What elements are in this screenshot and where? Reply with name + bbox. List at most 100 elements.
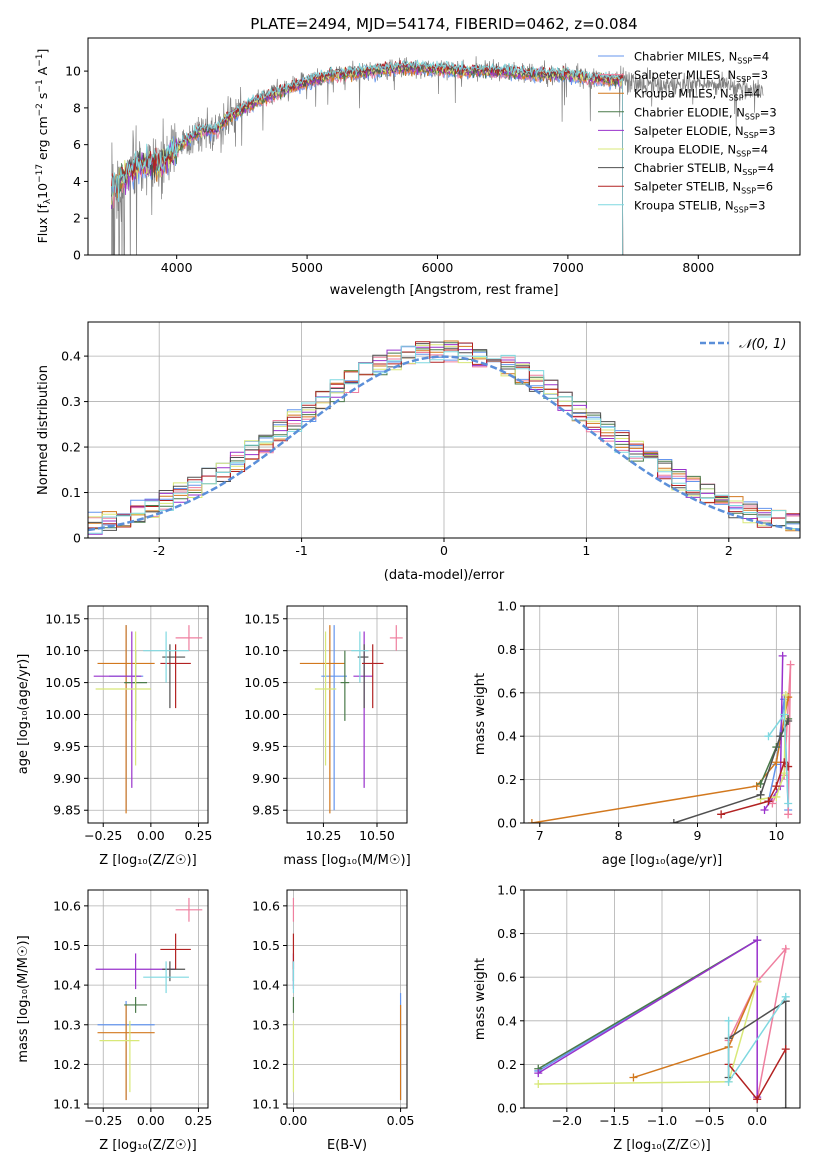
legend-label: Chabrier STELIB, NSSP=4	[634, 161, 774, 177]
weight-z-xlabel: Z [log₁₀(Z/Z☉)]	[613, 1138, 710, 1153]
weight-marker	[772, 758, 781, 767]
weight-marker	[764, 732, 773, 741]
weight-marker	[780, 710, 789, 719]
model-spectrum-line	[111, 63, 624, 255]
model-spectrum-line	[111, 63, 624, 255]
model-spectrum-line	[111, 59, 624, 255]
weight-z-axes-frame	[523, 889, 801, 1109]
weight-marker	[772, 782, 781, 791]
weight-marker	[756, 779, 765, 788]
weight-marker	[784, 717, 793, 726]
y-tick-label: 1.0	[497, 883, 517, 898]
weight-marker	[784, 810, 793, 819]
x-tick-label: −0.25	[84, 828, 122, 843]
weight-series-line	[538, 981, 758, 1085]
spectrum-xlabel: wavelength [Angstrom, rest frame]	[330, 283, 559, 298]
weight-marker	[760, 805, 769, 814]
model-spectrum-line	[111, 64, 624, 255]
residuals-ylabel: Normed distribution	[36, 365, 51, 495]
x-tick-label: 0.25	[185, 1113, 213, 1128]
weight-marker	[753, 1095, 762, 1104]
weight-lines	[527, 651, 795, 823]
x-tick-label: −1.5	[599, 1113, 629, 1128]
x-tick-label: 0.25	[185, 828, 213, 843]
y-tick-label: 10.1	[53, 1097, 81, 1112]
legend-label: Salpeter STELIB, NSSP=6	[634, 180, 773, 196]
y-tick-label: 0.6	[497, 970, 517, 985]
weight-marker	[764, 797, 773, 806]
x-tick-label: −2.0	[552, 1113, 582, 1128]
weight-marker	[772, 792, 781, 801]
weight-marker	[717, 810, 726, 819]
y-tick-label: 10.05	[244, 675, 280, 690]
y-tick-label: 8	[73, 100, 81, 115]
legend-label: Chabrier ELODIE, NSSP=3	[634, 105, 777, 121]
x-tick-label: −0.5	[694, 1113, 724, 1128]
x-tick-label: 4000	[161, 260, 193, 275]
x-tick-label: 6000	[422, 260, 454, 275]
spectrum-panel: PLATE=2494, MJD=54174, FIBERID=0462, z=0…	[35, 15, 801, 298]
legend-label: Salpeter MILES, NSSP=3	[634, 68, 768, 84]
y-tick-label: 10.5	[53, 938, 81, 953]
spectrum-ylabel: Flux [fλ10−17 erg cm−2 s−1 A−1]	[35, 49, 53, 244]
weight-marker	[753, 936, 762, 945]
y-tick-label: 6	[73, 137, 81, 152]
x-tick-label: 10.50	[359, 828, 395, 843]
weight-marker	[724, 1016, 733, 1025]
legend-label: Kroupa ELODIE, NSSP=4	[634, 143, 768, 159]
x-tick-label: 0.00	[137, 1113, 165, 1128]
normal-curve	[88, 355, 800, 532]
y-tick-label: 9.85	[53, 803, 81, 818]
weight-marker	[781, 1104, 790, 1108]
x-tick-label: 8	[615, 828, 623, 843]
x-tick-label: -1	[295, 543, 307, 558]
weight-lines	[534, 936, 790, 1108]
y-tick-label: 0.4	[497, 729, 517, 744]
mass-ebv-xlabel: E(B-V)	[327, 1138, 367, 1153]
weight-marker	[784, 762, 793, 771]
model-spectrum-line	[111, 61, 624, 255]
model-spectrum-line	[111, 60, 624, 255]
y-tick-label: 0.8	[497, 926, 517, 941]
errorbar-points	[93, 625, 203, 814]
mass-z-axes-frame	[87, 889, 209, 1109]
y-tick-label: 9.95	[53, 739, 81, 754]
age-vs-mass-panel: 10.25 10.50 9.85 9.90 9.95 10.00 10.05 10.10 10.…	[244, 605, 411, 868]
legend-label: Salpeter ELODIE, NSSP=3	[634, 124, 776, 140]
weight-series-line	[531, 696, 789, 823]
y-tick-label: 0.4	[61, 349, 81, 364]
y-tick-label: 0.8	[497, 642, 517, 657]
y-tick-label: 1.0	[497, 599, 517, 614]
y-tick-label: 9.90	[252, 771, 280, 786]
y-tick-label: 10.15	[45, 611, 81, 626]
y-tick-label: 10.15	[244, 611, 280, 626]
x-tick-label: 7	[536, 828, 544, 843]
y-tick-label: 10.5	[252, 938, 280, 953]
spectrum-axes-frame	[87, 37, 801, 256]
weight-z-ylabel: mass weight	[473, 958, 488, 1040]
y-tick-label: 10.00	[244, 707, 280, 722]
x-tick-label: 0	[440, 543, 448, 558]
weight-marker	[753, 977, 762, 986]
x-tick-label: 2	[725, 543, 733, 558]
y-tick-label: 10.3	[252, 1017, 280, 1032]
weight-marker	[527, 819, 536, 823]
y-tick-label: 0.2	[497, 772, 517, 787]
x-tick-label: 5000	[291, 260, 323, 275]
y-tick-label: 10.6	[252, 898, 280, 913]
spectrum-lines	[111, 56, 764, 255]
y-tick-label: 2	[73, 211, 81, 226]
y-tick-label: 4	[73, 174, 81, 189]
x-tick-label: 7000	[552, 260, 584, 275]
weight-marker	[756, 790, 765, 799]
weight-vs-metallicity-panel: −2.0 −1.5 −1.0 −0.5 0.0 0.0 0.2 0.4 0.6 0.8 1.0 Z …	[473, 883, 801, 1153]
y-tick-label: 10.3	[53, 1017, 81, 1032]
y-tick-label: 0.6	[497, 685, 517, 700]
y-tick-label: 9.85	[252, 803, 280, 818]
weight-marker	[784, 799, 793, 808]
weight-marker	[669, 819, 678, 823]
errorbar-points	[292, 897, 402, 1101]
normal-legend-label: 𝒩(0, 1)	[739, 337, 786, 352]
errorbar-points	[95, 897, 203, 1101]
